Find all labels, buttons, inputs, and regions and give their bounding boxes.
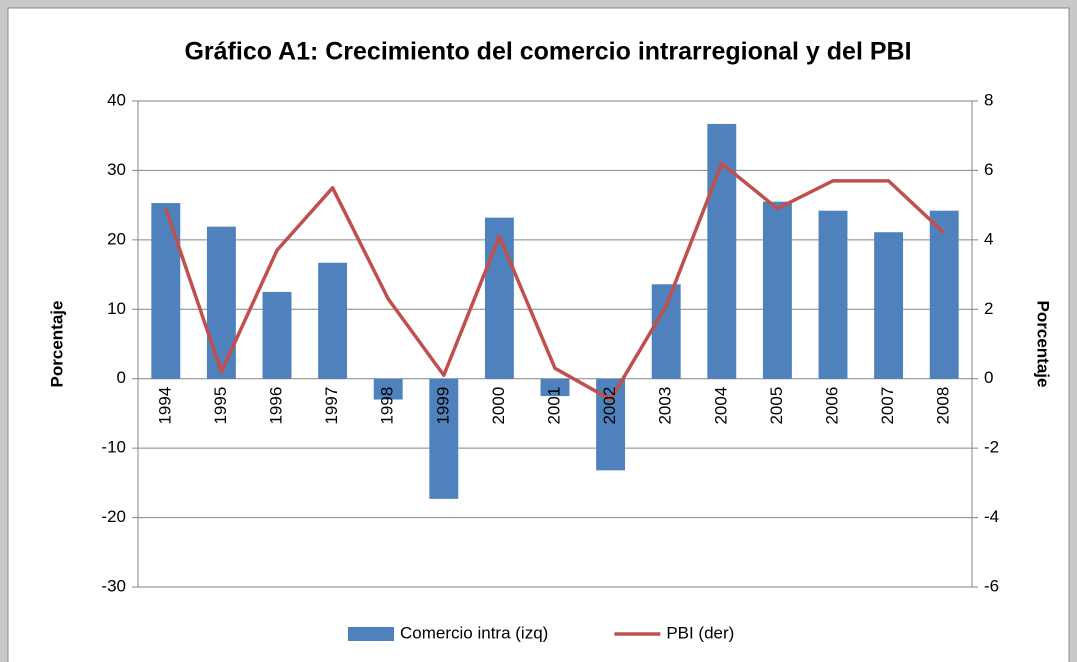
bar — [206, 226, 236, 379]
x-tick-label: 1994 — [155, 387, 174, 425]
x-tick-label: 2007 — [878, 387, 897, 425]
y2-tick-label: -4 — [984, 507, 999, 526]
bar — [929, 210, 959, 379]
bar — [429, 378, 459, 499]
bar — [262, 291, 292, 379]
bar — [818, 210, 848, 379]
bar — [484, 217, 514, 379]
x-tick-label: 1995 — [211, 387, 230, 425]
y2-tick-label: 0 — [984, 368, 993, 387]
legend-swatch — [348, 627, 394, 641]
y-tick-label: 20 — [107, 229, 126, 248]
x-tick-label: 1998 — [378, 387, 397, 425]
x-tick-label: 2008 — [934, 387, 953, 425]
legend-label: Comercio intra (izq) — [400, 623, 548, 642]
x-tick-label: 1996 — [266, 387, 285, 425]
x-tick-label: 2006 — [822, 387, 841, 425]
legend-label: PBI (der) — [666, 623, 734, 642]
y2-tick-label: -2 — [984, 438, 999, 457]
x-tick-label: 1999 — [433, 387, 452, 425]
bar — [318, 262, 348, 379]
x-tick-label: 2005 — [767, 387, 786, 425]
bar — [651, 284, 681, 379]
x-tick-label: 2001 — [544, 387, 563, 425]
y2-tick-label: 8 — [984, 90, 993, 109]
y-tick-label: 30 — [107, 160, 126, 179]
bar — [762, 201, 792, 379]
bar — [540, 378, 570, 397]
y-tick-label: 10 — [107, 299, 126, 318]
y-tick-label: -10 — [101, 438, 126, 457]
bar — [151, 203, 181, 379]
x-tick-label: 2000 — [489, 387, 508, 425]
x-tick-label: 1997 — [322, 387, 341, 425]
line — [164, 161, 946, 402]
y-tick-label: -30 — [101, 576, 126, 595]
y2-tick-label: -6 — [984, 576, 999, 595]
y-tick-label: -20 — [101, 507, 126, 526]
x-tick-label: 2003 — [656, 387, 675, 425]
y-tick-label: 0 — [117, 368, 126, 387]
y-tick-label: 40 — [107, 90, 126, 109]
x-tick-label: 2002 — [600, 387, 619, 425]
y2-tick-label: 2 — [984, 299, 993, 318]
plot-border — [137, 100, 973, 588]
x-tick-label: 2004 — [711, 387, 730, 425]
y-axis-title: Porcentaje — [47, 301, 66, 388]
bar — [373, 378, 403, 400]
y2-tick-label: 4 — [984, 229, 993, 248]
y2-tick-label: 6 — [984, 160, 993, 179]
bar — [874, 232, 904, 379]
chart-title: Gráfico A1: Crecimiento del comercio int… — [184, 38, 911, 66]
y2-axis-title: Porcentaje — [1034, 301, 1053, 388]
